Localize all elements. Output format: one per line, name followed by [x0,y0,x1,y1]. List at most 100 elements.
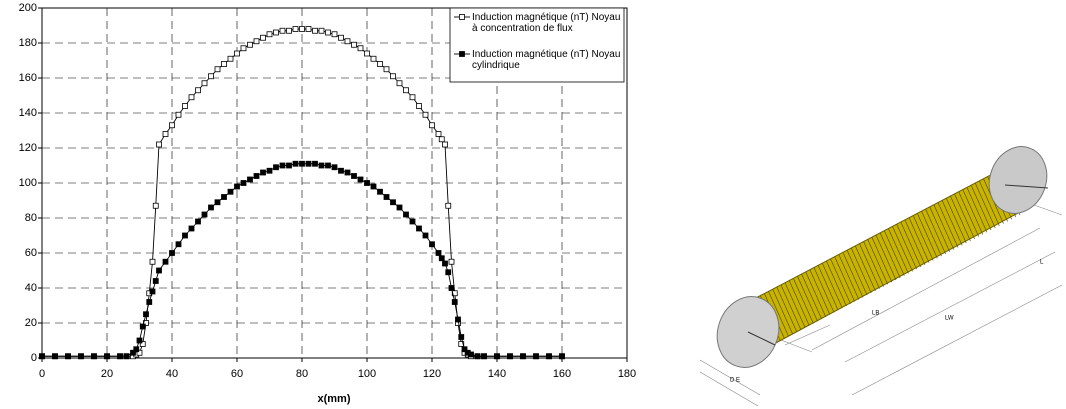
data-point [105,354,110,359]
data-point [235,184,240,189]
data-point [365,51,370,56]
data-point [443,261,448,266]
data-point [274,165,279,170]
data-point [144,312,149,317]
data-point [300,27,305,32]
data-point [163,259,168,264]
data-point [140,324,145,329]
data-point [352,42,357,47]
data-point [319,28,324,33]
data-point [183,233,188,238]
data-point [189,95,194,100]
data-point [163,132,168,137]
data-point [254,39,259,44]
page: LB LW L D E x(mm) 0204060801001201401601… [0,0,1066,409]
data-point [176,242,181,247]
data-point [378,189,383,194]
data-point [391,74,396,79]
x-tick-label: 180 [618,368,636,380]
data-point [147,300,152,305]
data-point [345,39,350,44]
y-tick-label: 80 [25,212,37,224]
data-point [459,335,464,340]
data-point [339,168,344,173]
x-tick-label: 40 [166,368,178,380]
data-point [446,203,451,208]
legend-label: Induction magnétique (nT) Noyau cylindri… [472,49,622,71]
y-tick-label: 60 [25,247,37,259]
data-point [293,27,298,32]
data-point [153,203,158,208]
data-point [449,259,454,264]
data-point [410,219,415,224]
data-point [384,67,389,72]
data-point [280,163,285,168]
data-point [300,161,305,166]
data-point [417,226,422,231]
x-tick-label: 160 [553,368,571,380]
x-tick-label: 100 [358,368,376,380]
dimension-label: L [1040,260,1044,266]
data-point [319,163,324,168]
data-point [404,212,409,217]
data-point [365,181,370,186]
data-point [452,300,457,305]
data-point [267,168,272,173]
data-point [202,81,207,86]
data-point [332,165,337,170]
data-point [508,354,513,359]
data-point [391,200,396,205]
data-point [430,123,435,128]
x-tick-label: 20 [101,368,113,380]
legend-label: Induction magnétique (nT) Noyau à concen… [472,12,622,34]
legend-marker [460,15,465,20]
data-point [446,270,451,275]
data-point [267,32,272,37]
data-point [261,170,266,175]
y-tick-label: 200 [19,2,37,14]
data-point [150,289,155,294]
data-point [306,161,311,166]
x-tick-label: 140 [488,368,506,380]
data-point [404,88,409,93]
data-point [352,174,357,179]
data-point [196,88,201,93]
y-tick-label: 180 [19,37,37,49]
data-point [79,354,84,359]
data-point [332,32,337,37]
coil-illustration: LB LW L D E [700,138,1062,406]
data-point [293,161,298,166]
data-point [215,200,220,205]
data-point [124,354,129,359]
data-point [287,28,292,33]
y-tick-label: 100 [19,177,37,189]
data-point [183,104,188,109]
data-point [371,56,376,61]
data-point [443,142,448,147]
y-tick-label: 120 [19,142,37,154]
data-point [157,142,162,147]
data-point [209,74,214,79]
data-point [137,338,142,343]
data-point [521,354,526,359]
data-point [92,354,97,359]
y-tick-label: 0 [31,352,37,364]
data-point [222,62,227,67]
data-point [469,352,474,357]
data-point [495,354,500,359]
data-point [439,137,444,142]
dimension-label: D E [730,378,740,384]
data-point [189,226,194,231]
data-point [215,67,220,72]
data-point [118,354,123,359]
x-tick-label: 120 [423,368,441,380]
data-point [313,161,318,166]
data-point [456,317,461,322]
data-point [40,354,45,359]
x-tick-label: 60 [231,368,243,380]
data-point [241,46,246,51]
data-point [170,251,175,256]
data-point [248,177,253,182]
data-point [153,279,158,284]
data-point [339,35,344,40]
